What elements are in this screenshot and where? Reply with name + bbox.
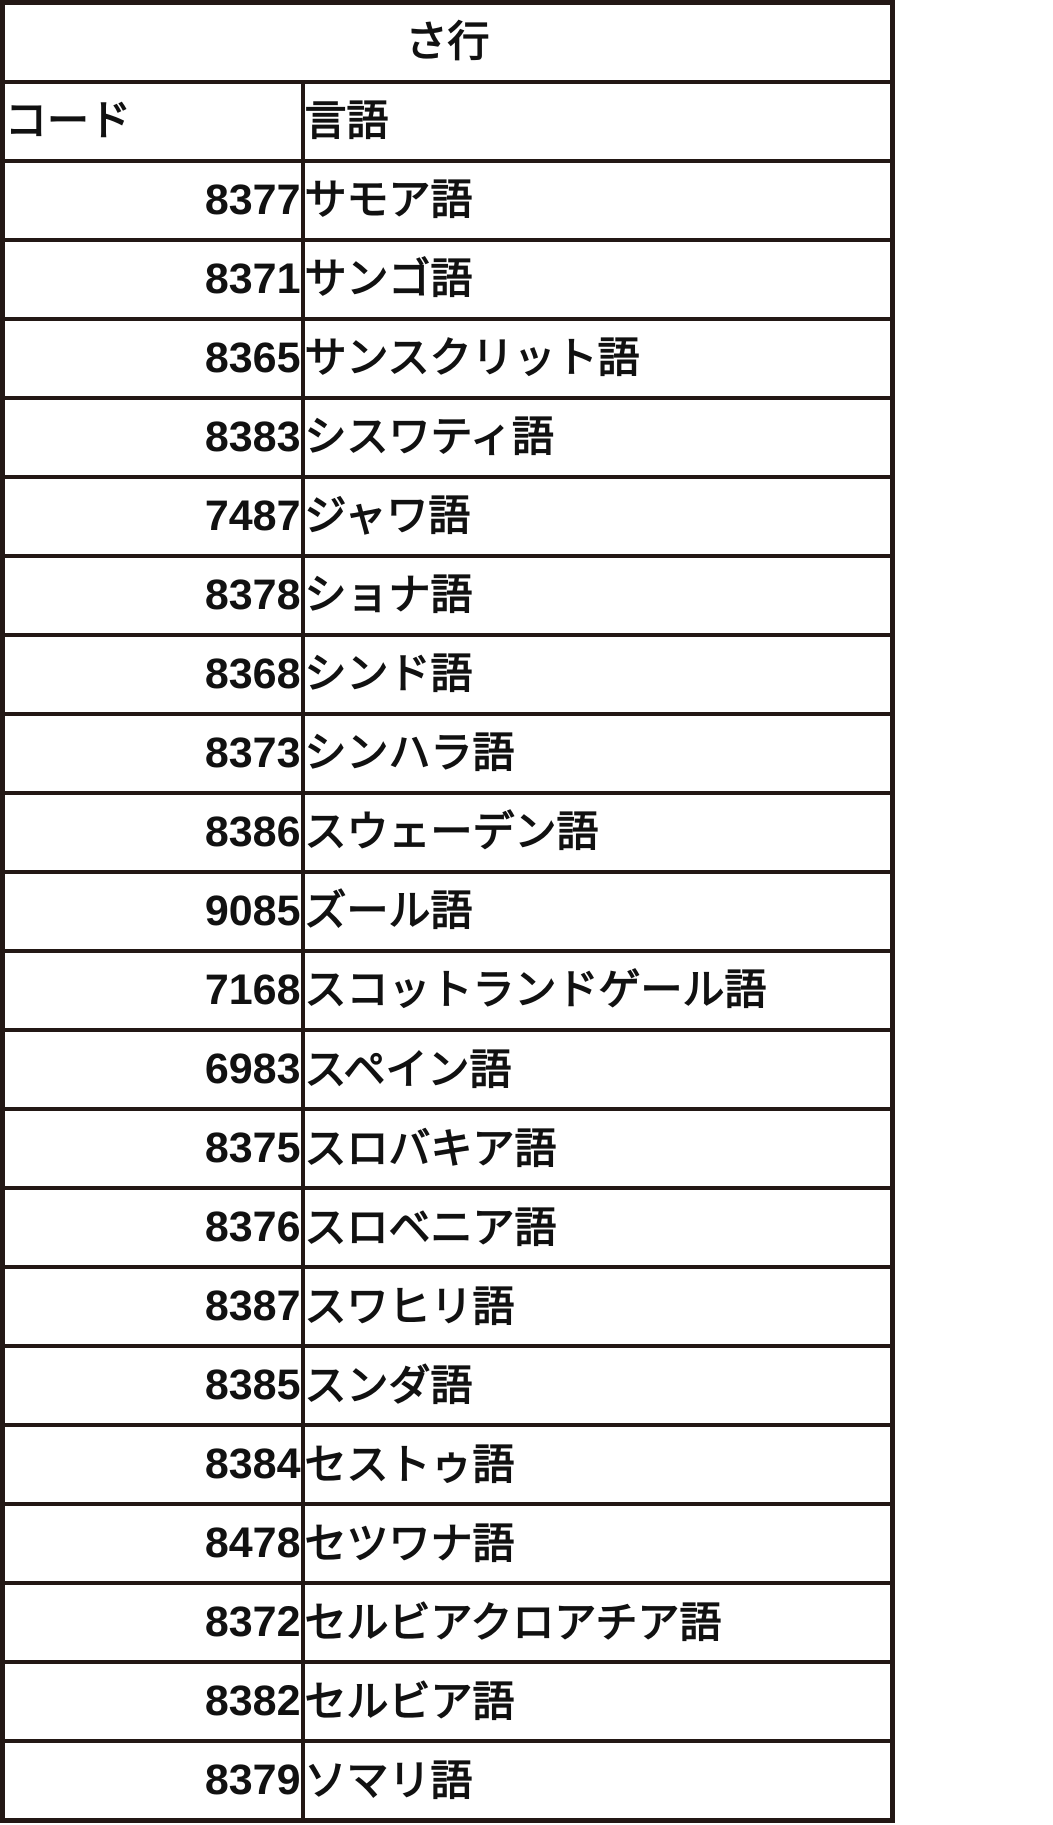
language-cell: スワヒリ語 [300, 1265, 895, 1349]
code-cell: 8384 [0, 1423, 305, 1507]
table-row: 8376 スロベニア語 [0, 1186, 895, 1270]
language-cell: スウェーデン語 [300, 790, 895, 874]
code-cell: 8376 [0, 1186, 305, 1270]
language-cell: ズール語 [300, 869, 895, 953]
language-cell: シスワティ語 [300, 395, 895, 479]
table-row: 7168 スコットランドゲール語 [0, 948, 895, 1033]
language-cell: セツワナ語 [300, 1502, 895, 1586]
table-row: 9085 ズール語 [0, 869, 895, 953]
language-cell: セルビア語 [300, 1660, 895, 1744]
language-cell: ソマリ語 [300, 1739, 895, 1823]
code-cell: 8382 [0, 1660, 305, 1744]
language-cell: サンゴ語 [300, 237, 895, 321]
code-cell: 9085 [0, 869, 305, 953]
title-row: さ行 [0, 0, 895, 84]
code-cell: 8368 [0, 632, 305, 716]
table-row: 8377 サモア語 [0, 158, 895, 242]
table-row: 8378 ショナ語 [0, 553, 895, 637]
table-row: 8372 セルビアクロアチア語 [0, 1581, 895, 1665]
table-row: 8368 シンド語 [0, 632, 895, 716]
table-title: さ行 [0, 0, 895, 84]
language-cell: スロバキア語 [300, 1107, 895, 1191]
column-header-code: コード [0, 79, 305, 163]
table-head: さ行 コード 言語 [0, 0, 895, 163]
table-row: 8386 スウェーデン語 [0, 790, 895, 874]
table-row: 8478 セツワナ語 [0, 1502, 895, 1586]
code-cell: 8383 [0, 395, 305, 479]
code-cell: 7487 [0, 474, 305, 558]
table-row: 7487 ジャワ語 [0, 474, 895, 558]
table-row: 8385 スンダ語 [0, 1344, 895, 1428]
code-cell: 8373 [0, 711, 305, 795]
language-cell: セルビアクロアチア語 [300, 1581, 895, 1665]
code-cell: 8385 [0, 1344, 305, 1428]
code-cell: 7168 [0, 948, 305, 1033]
table-row: 8379 ソマリ語 [0, 1739, 895, 1823]
language-cell: サモア語 [300, 158, 895, 242]
table-row: 8387 スワヒリ語 [0, 1265, 895, 1349]
code-cell: 8372 [0, 1581, 305, 1665]
table-body: 8377 サモア語 8371 サンゴ語 8365 サンスクリット語 8383 シ… [0, 158, 895, 1823]
table-row: 8373 シンハラ語 [0, 711, 895, 795]
code-cell: 8371 [0, 237, 305, 321]
code-cell: 8377 [0, 158, 305, 242]
language-cell: ジャワ語 [300, 474, 895, 558]
code-cell: 8386 [0, 790, 305, 874]
table-row: 8382 セルビア語 [0, 1660, 895, 1744]
language-cell: スンダ語 [300, 1344, 895, 1428]
language-cell: スペイン語 [300, 1028, 895, 1112]
language-cell: サンスクリット語 [300, 316, 895, 400]
code-cell: 8379 [0, 1739, 305, 1823]
code-cell: 8378 [0, 553, 305, 637]
code-cell: 8365 [0, 316, 305, 400]
column-header-row: コード 言語 [0, 79, 895, 163]
code-cell: 8478 [0, 1502, 305, 1586]
language-cell: ショナ語 [300, 553, 895, 637]
language-cell: シンハラ語 [300, 711, 895, 795]
table-row: 8384 セストゥ語 [0, 1423, 895, 1507]
table-row: 6983 スペイン語 [0, 1028, 895, 1112]
table-row: 8371 サンゴ語 [0, 237, 895, 321]
column-header-language: 言語 [300, 79, 895, 163]
table-row: 8365 サンスクリット語 [0, 316, 895, 400]
code-cell: 8387 [0, 1265, 305, 1349]
language-code-table: さ行 コード 言語 8377 サモア語 8371 サンゴ語 8365 サンスクリ… [0, 0, 896, 1823]
code-cell: 8375 [0, 1107, 305, 1191]
language-cell: シンド語 [300, 632, 895, 716]
table-row: 8383 シスワティ語 [0, 395, 895, 479]
code-cell: 6983 [0, 1028, 305, 1112]
language-cell: スコットランドゲール語 [300, 948, 895, 1033]
language-cell: セストゥ語 [300, 1423, 895, 1507]
language-cell: スロベニア語 [300, 1186, 895, 1270]
table-row: 8375 スロバキア語 [0, 1107, 895, 1191]
